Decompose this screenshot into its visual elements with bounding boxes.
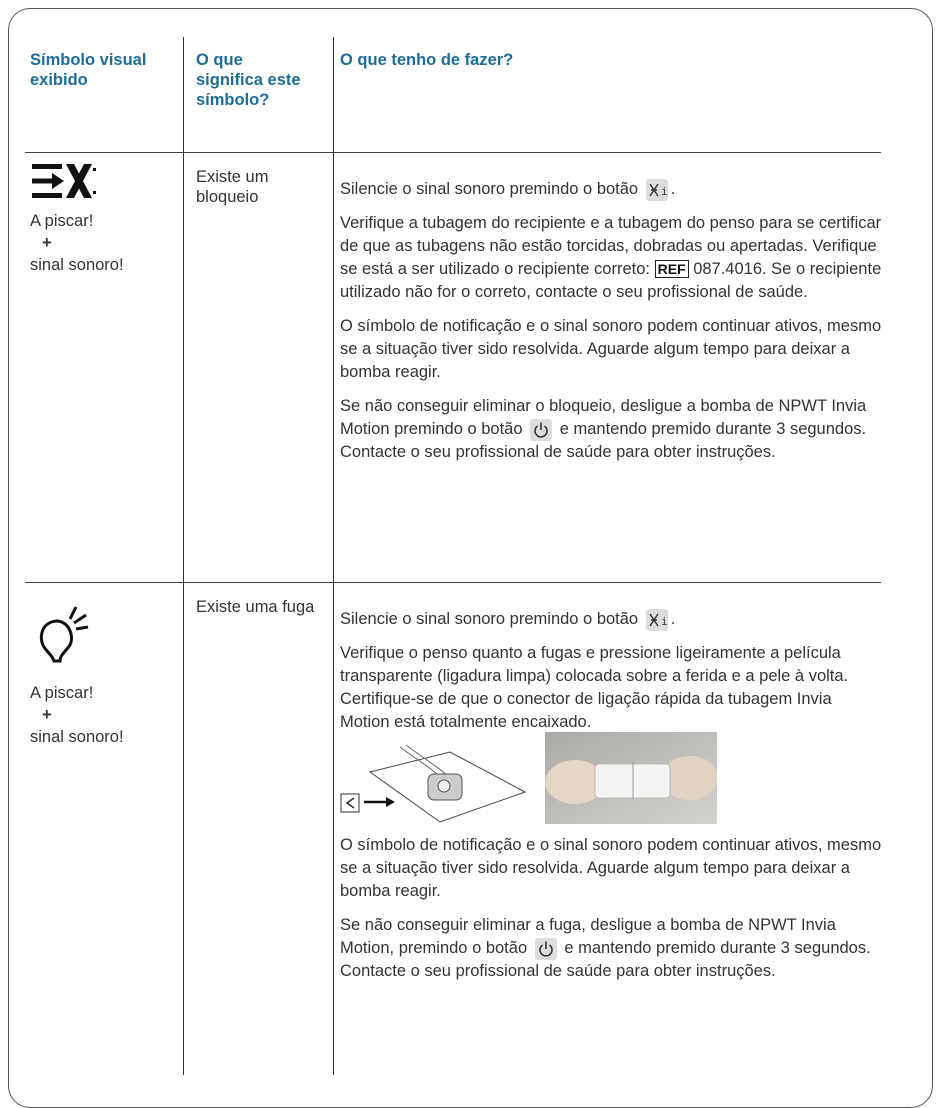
symbol-cell: A piscar! + sinal sonoro! [30, 605, 180, 748]
meaning: Existe um bloqueio [196, 168, 269, 206]
text: . [670, 610, 676, 628]
plus: + [42, 706, 52, 724]
column-divider [333, 37, 334, 1075]
row-divider [25, 152, 881, 153]
svg-text:i: i [661, 185, 668, 198]
column-divider [183, 37, 184, 1075]
text: Verifique o penso quanto a fugas e press… [340, 644, 849, 731]
paragraph: Se não conseguir eliminar a fuga, deslig… [340, 914, 885, 983]
leak-icon [39, 606, 89, 663]
text: Silencie o sinal sonoro premindo o botão [340, 180, 639, 198]
connector-photo [545, 732, 717, 824]
row-divider [25, 582, 881, 583]
paragraph: Silencie o sinal sonoro premindo o botão… [340, 178, 885, 201]
meaning: Existe uma fuga [196, 598, 315, 616]
actions: Silencie o sinal sonoro premindo o botão… [340, 608, 885, 994]
plus: + [42, 234, 52, 252]
header: O que tenho de fazer? [340, 51, 514, 69]
header: Símbolo visual exibido [30, 51, 147, 89]
text: O símbolo de notificação e o sinal sonor… [340, 836, 882, 900]
actions: Silencie o sinal sonoro premindo o botão… [340, 178, 885, 475]
paragraph: O símbolo de notificação e o sinal sonor… [340, 834, 885, 903]
ref-symbol: REF [654, 260, 689, 278]
illustrations [340, 732, 885, 834]
svg-text:i: i [661, 615, 668, 628]
paragraph: O símbolo de notificação e o sinal sonor… [340, 315, 885, 384]
text: Verifique a tubagem do recipiente e a tu… [340, 214, 882, 278]
text: Se não conseguir eliminar a fuga, deslig… [340, 916, 836, 957]
symbol-cell: A piscar! + sinal sonoro! [30, 160, 180, 276]
status-text: A piscar! [30, 684, 94, 702]
blockage-icon [32, 164, 96, 198]
paragraph: Verifique a tubagem do recipiente e a tu… [340, 212, 885, 304]
text: . [670, 180, 676, 198]
power-button-icon [534, 937, 557, 960]
paragraph: Se não conseguir eliminar o bloqueio, de… [340, 395, 885, 464]
dressing-illustration [340, 744, 527, 823]
text: Silencie o sinal sonoro premindo o botão [340, 610, 639, 628]
status-text: A piscar! [30, 212, 94, 230]
power-button-icon [530, 418, 553, 441]
text: 087.4016. Se o recipiente utilizado não … [340, 260, 882, 301]
mute-button-icon: i [645, 178, 668, 201]
text: e mantendo premido durante 3 segundos. C… [340, 939, 871, 980]
header: O que significa este símbolo? [196, 51, 301, 109]
text: e mantendo premido durante 3 segundos. C… [340, 420, 867, 461]
text: O símbolo de notificação e o sinal sonor… [340, 317, 882, 381]
paragraph: Silencie o sinal sonoro premindo o botão… [340, 608, 885, 631]
sound-text: sinal sonoro! [30, 256, 124, 274]
text: Se não conseguir eliminar o bloqueio, de… [340, 397, 867, 438]
sound-text: sinal sonoro! [30, 728, 124, 746]
mute-button-icon: i [645, 608, 668, 631]
paragraph: Verifique o penso quanto a fugas e press… [340, 642, 885, 734]
